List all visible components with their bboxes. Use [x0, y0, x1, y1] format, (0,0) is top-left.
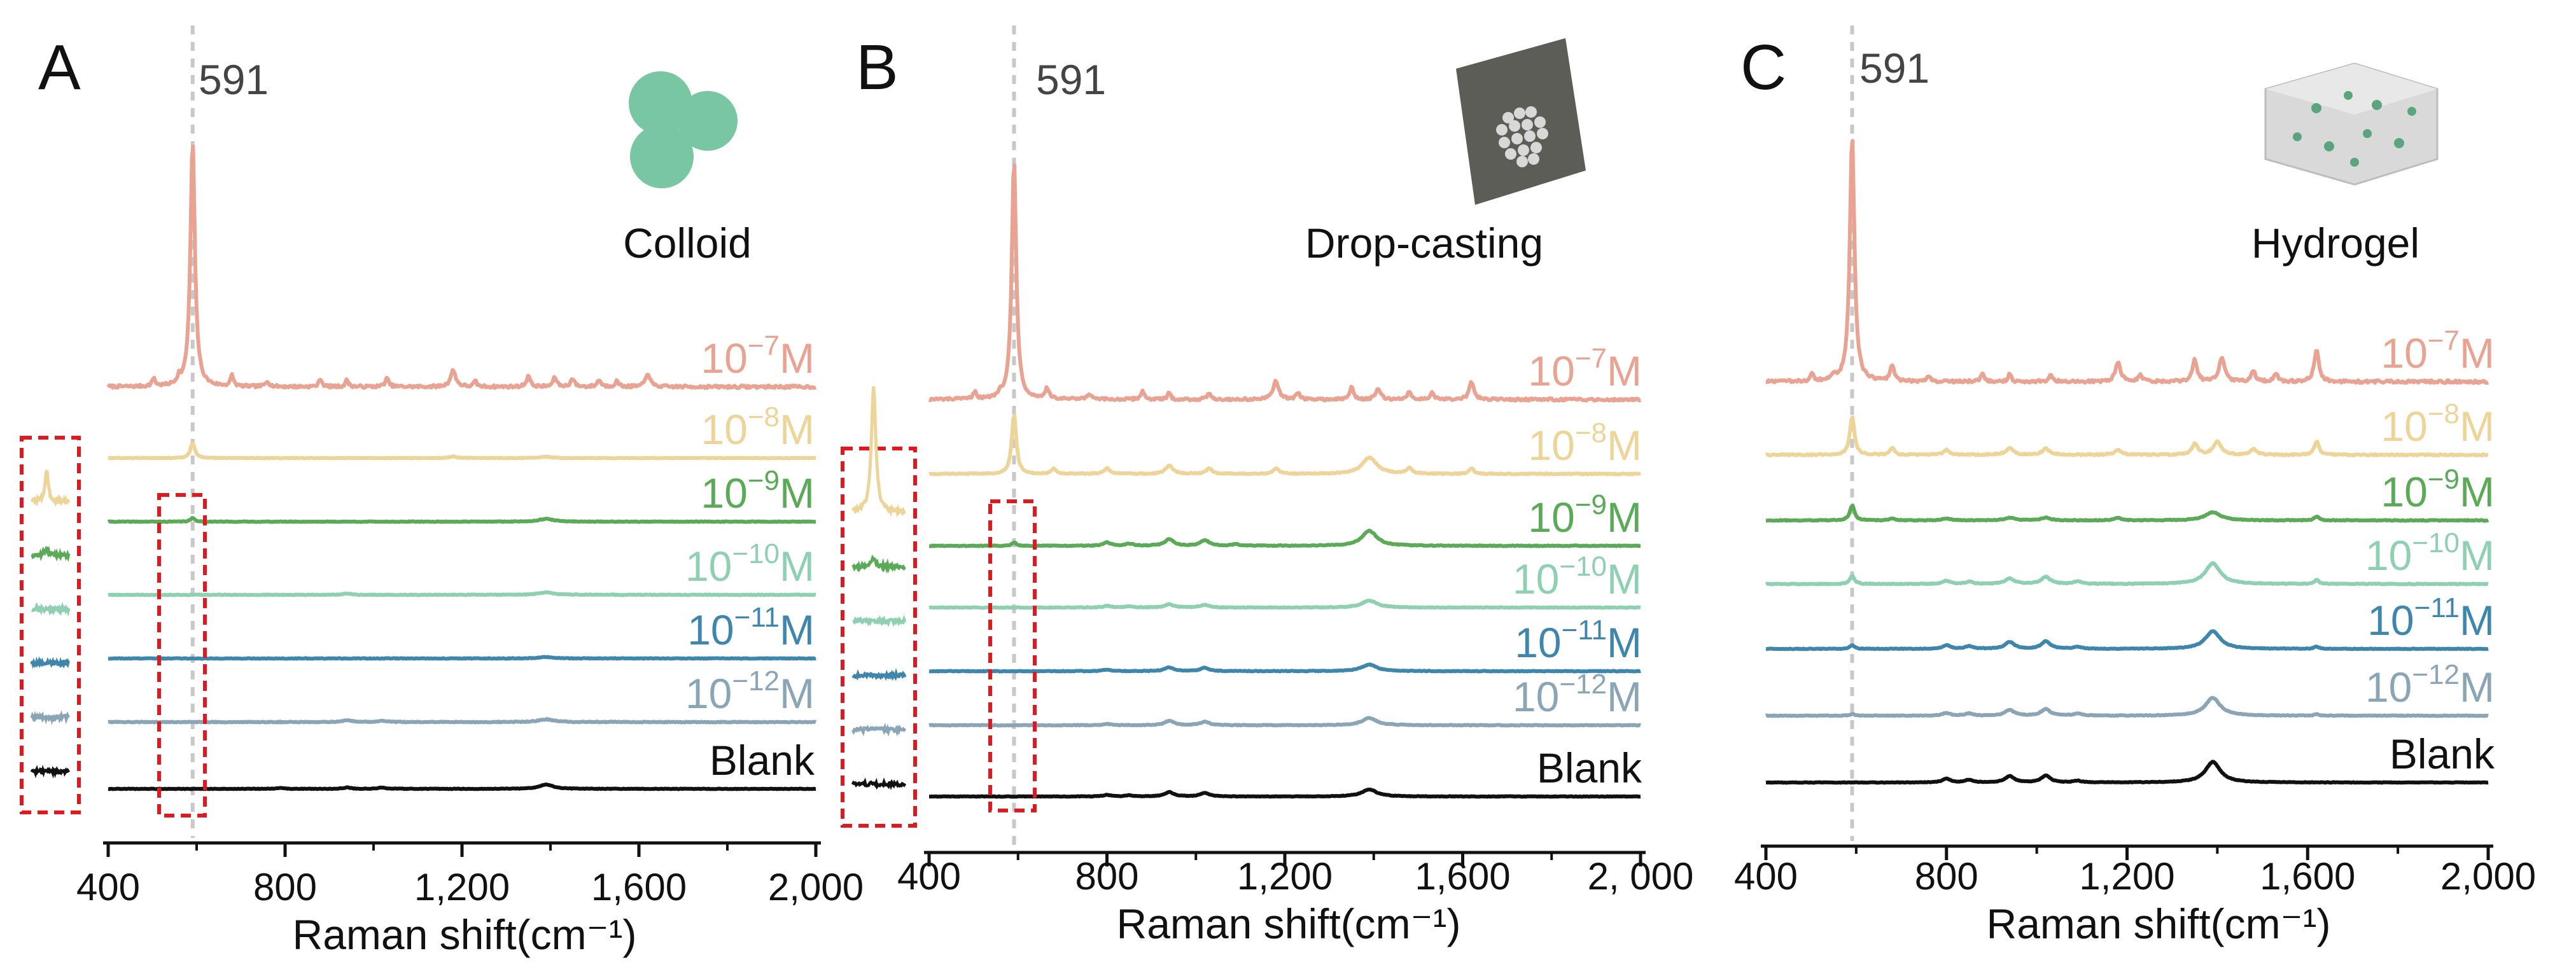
spectrum-line: [1765, 139, 2489, 386]
spectrum-line: [1765, 561, 2489, 587]
series-label: Blank: [2390, 730, 2495, 777]
inset-spectrum-line: [852, 614, 907, 627]
inset-spectrum-line: [30, 764, 71, 779]
inset-spectrum-line: [851, 777, 907, 791]
peak-label: 591: [1036, 56, 1106, 103]
panel-c: C 591 Hydrogel Raman shift(cm⁻¹) 10−7M 10…: [1734, 25, 2536, 947]
series-label: 10−7M: [1528, 343, 1642, 394]
spectrum-line: [1765, 629, 2489, 651]
panel-a: A 591 Colloid Raman shift(cm⁻¹) 10−7M 10−…: [20, 25, 864, 958]
icon-label: Hydrogel: [2251, 219, 2419, 267]
x-tick-label: 800: [253, 866, 317, 908]
x-axis-title: Raman shift(cm⁻¹): [1117, 900, 1461, 947]
inset-spectrum-line: [31, 546, 71, 562]
x-axis-title: Raman shift(cm⁻¹): [293, 911, 637, 958]
x-axis-title: Raman shift(cm⁻¹): [1987, 900, 2331, 947]
spectrum-line: [928, 529, 1642, 548]
x-tick-label: 2,000: [2440, 855, 2536, 898]
series-label: 10−7M: [2381, 325, 2495, 377]
icon-label: Colloid: [623, 219, 752, 267]
spectrum-line: [1765, 695, 2489, 718]
spectrum-line: [107, 655, 817, 661]
series-label: 10−9M: [1528, 489, 1642, 541]
inset-spectrum-line: [30, 656, 71, 669]
series-label: 10−7M: [701, 330, 815, 382]
inset-spectrum-line: [30, 470, 71, 508]
inset-spectrum-line: [30, 710, 71, 725]
panel-letter: B: [856, 32, 899, 103]
inset-highlight-box: [157, 493, 207, 817]
spectrum-line: [928, 788, 1642, 799]
x-tick-label: 800: [1915, 855, 1978, 898]
panel-b: B 591 Drop-casting Raman shift(cm⁻¹) 10−…: [841, 25, 1694, 947]
spectrum-line: [928, 163, 1642, 403]
spectrum-line: [107, 441, 817, 461]
series-label: 10−12M: [2365, 659, 2495, 711]
x-tick-label: 2,000: [768, 866, 864, 908]
series-label: Blank: [1537, 744, 1642, 791]
series-label: 10−8M: [2381, 398, 2495, 450]
inset-spectrum-line: [851, 722, 907, 737]
panel-letter: C: [1740, 32, 1786, 103]
peak-label: 591: [199, 56, 269, 103]
x-tick-label: 1,600: [2260, 855, 2355, 898]
series-label: 10−11M: [1515, 615, 1642, 666]
x-tick-label: 400: [897, 855, 961, 898]
icon-label: Drop-casting: [1305, 219, 1543, 267]
series-label: 10−8M: [701, 401, 815, 453]
series-label: 10−10M: [1513, 551, 1642, 602]
x-tick-label: 1,600: [1415, 855, 1510, 898]
spectrum-line: [928, 599, 1642, 610]
spectrum-line: [928, 414, 1642, 477]
spectrum-line: [107, 783, 817, 791]
inset-spectrum-line: [851, 554, 906, 574]
x-tick-label: 400: [76, 866, 140, 908]
series-label: 10−8M: [1528, 417, 1642, 469]
x-tick-label: 800: [1075, 855, 1138, 898]
drop-casting-icon: [1456, 38, 1586, 205]
spectrum-line: [106, 144, 817, 391]
inset-spectrum-line: [851, 667, 907, 681]
peak-label: 591: [1859, 45, 1929, 92]
spectrum-line: [1765, 415, 2489, 457]
x-tick-label: 400: [1734, 855, 1798, 898]
hydrogel-icon: [2264, 62, 2439, 186]
x-tick-label: 1,200: [2079, 855, 2174, 898]
panel-letter: A: [38, 32, 81, 103]
series-label: 10−12M: [1513, 669, 1642, 720]
spectrum-line: [1765, 760, 2489, 785]
spectrum-line: [107, 590, 817, 597]
x-tick-label: 1,600: [591, 866, 687, 908]
series-label: 10−9M: [2381, 464, 2495, 515]
colloid-icon: [629, 71, 738, 188]
series-label: 10−10M: [685, 538, 815, 590]
series-label: 10−12M: [685, 665, 815, 717]
series-label: 10−11M: [2367, 592, 2495, 644]
series-label: 10−10M: [2365, 527, 2495, 579]
series-label: Blank: [710, 737, 815, 784]
spectrum-line: [107, 516, 817, 524]
spectrum-line: [928, 716, 1642, 728]
inset-spectrum-line: [31, 602, 71, 617]
inset-highlight-box: [988, 499, 1037, 812]
inset-spectrum-line: [851, 386, 906, 518]
spectrum-line: [1765, 503, 2489, 523]
series-label: 10−11M: [687, 602, 815, 653]
inset-highlight-box: [841, 447, 917, 828]
spectrum-line: [107, 717, 817, 725]
x-tick-label: 1,200: [1237, 855, 1333, 898]
series-label: 10−9M: [701, 465, 815, 517]
x-tick-label: 2, 000: [1588, 855, 1694, 898]
x-tick-label: 1,200: [414, 866, 510, 908]
spectrum-line: [928, 662, 1642, 674]
